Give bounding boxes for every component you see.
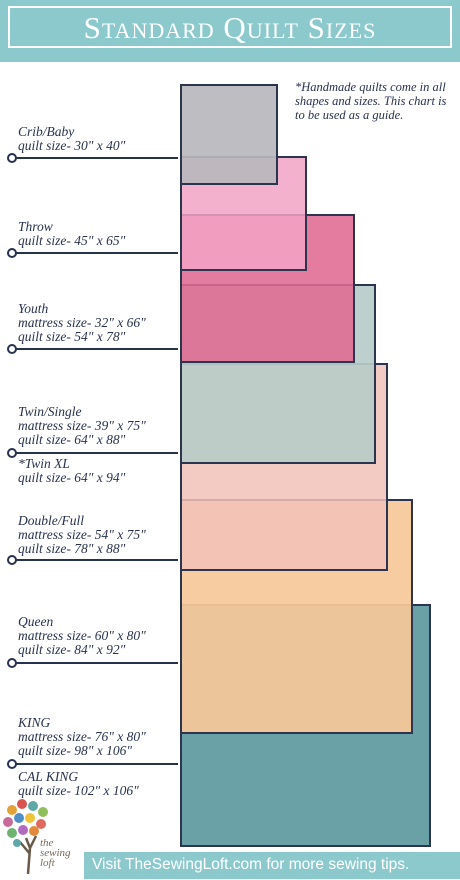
size-name: Youth	[18, 301, 49, 316]
label-queen: Queen mattress size- 60" x 80" quilt siz…	[18, 615, 146, 657]
mattress-size: mattress size- 39" x 75"	[18, 418, 146, 433]
logo-line-3: loft	[40, 857, 55, 869]
logo-line-2: sewing	[40, 847, 71, 859]
logo-line-1: the	[40, 837, 54, 849]
leader-dot	[7, 658, 17, 668]
mattress-size: mattress size- 54" x 75"	[18, 527, 146, 542]
quilt-size: quilt size- 102" x 106"	[18, 783, 139, 798]
quilt-size: quilt size- 30" x 40"	[18, 138, 126, 153]
quilt-size: quilt size- 78" x 88"	[18, 541, 126, 556]
guide-note: *Handmade quilts come in all shapes and …	[295, 80, 447, 122]
leader-dot	[7, 448, 17, 458]
mattress-size: mattress size- 76" x 80"	[18, 729, 146, 744]
leader-dot	[7, 248, 17, 258]
leader-line	[10, 763, 178, 765]
label-king: KING mattress size- 76" x 80" quilt size…	[18, 716, 146, 758]
quilt-size: quilt size- 64" x 94"	[18, 470, 126, 485]
quilt-size: quilt size- 45" x 65"	[18, 233, 126, 248]
page-title: Standard Quilt Sizes	[83, 10, 377, 45]
leader-line	[10, 452, 178, 454]
header-banner: Standard Quilt Sizes	[0, 0, 460, 62]
leader-line	[10, 559, 178, 561]
label-double-full: Double/Full mattress size- 54" x 75" qui…	[18, 514, 146, 556]
size-name: Double/Full	[18, 513, 84, 528]
leader-dot	[7, 759, 17, 769]
footer-banner: Visit TheSewingLoft.com for more sewing …	[84, 852, 460, 879]
leader-dot	[7, 153, 17, 163]
label-crib-baby: Crib/Baby quilt size- 30" x 40"	[18, 125, 125, 153]
leader-line	[10, 662, 178, 664]
label-throw: Throw quilt size- 45" x 65"	[18, 220, 125, 248]
leader-line	[10, 157, 178, 159]
logo-text: the sewing loft	[40, 837, 71, 869]
size-name: KING	[18, 715, 51, 730]
header-frame	[8, 6, 452, 48]
size-name: *Twin XL	[18, 456, 70, 471]
size-name: Crib/Baby	[18, 124, 75, 139]
size-name: Throw	[18, 219, 53, 234]
label-cal-king: CAL KING quilt size- 102" x 106"	[18, 770, 139, 798]
leader-dot	[7, 555, 17, 565]
sewing-loft-logo: the sewing loft	[2, 798, 82, 876]
size-name: CAL KING	[18, 769, 79, 784]
leader-line	[10, 348, 178, 350]
leader-dot	[7, 344, 17, 354]
rect-crib-baby	[180, 84, 278, 185]
mattress-size: mattress size- 60" x 80"	[18, 628, 146, 643]
tree-icon	[3, 799, 48, 875]
quilt-size: quilt size- 98" x 106"	[18, 743, 133, 758]
label-twin-single: Twin/Single mattress size- 39" x 75" qui…	[18, 405, 146, 447]
label-twin-xl: *Twin XL quilt size- 64" x 94"	[18, 457, 125, 485]
quilt-size: quilt size- 84" x 92"	[18, 642, 126, 657]
quilt-size: quilt size- 64" x 88"	[18, 432, 126, 447]
footer-link[interactable]: Visit TheSewingLoft.com for more sewing …	[92, 856, 410, 873]
mattress-size: mattress size- 32" x 66"	[18, 315, 146, 330]
label-youth: Youth mattress size- 32" x 66" quilt siz…	[18, 302, 146, 344]
quilt-size: quilt size- 54" x 78"	[18, 329, 126, 344]
leader-line	[10, 252, 178, 254]
size-name: Queen	[18, 614, 54, 629]
size-name: Twin/Single	[18, 404, 82, 419]
